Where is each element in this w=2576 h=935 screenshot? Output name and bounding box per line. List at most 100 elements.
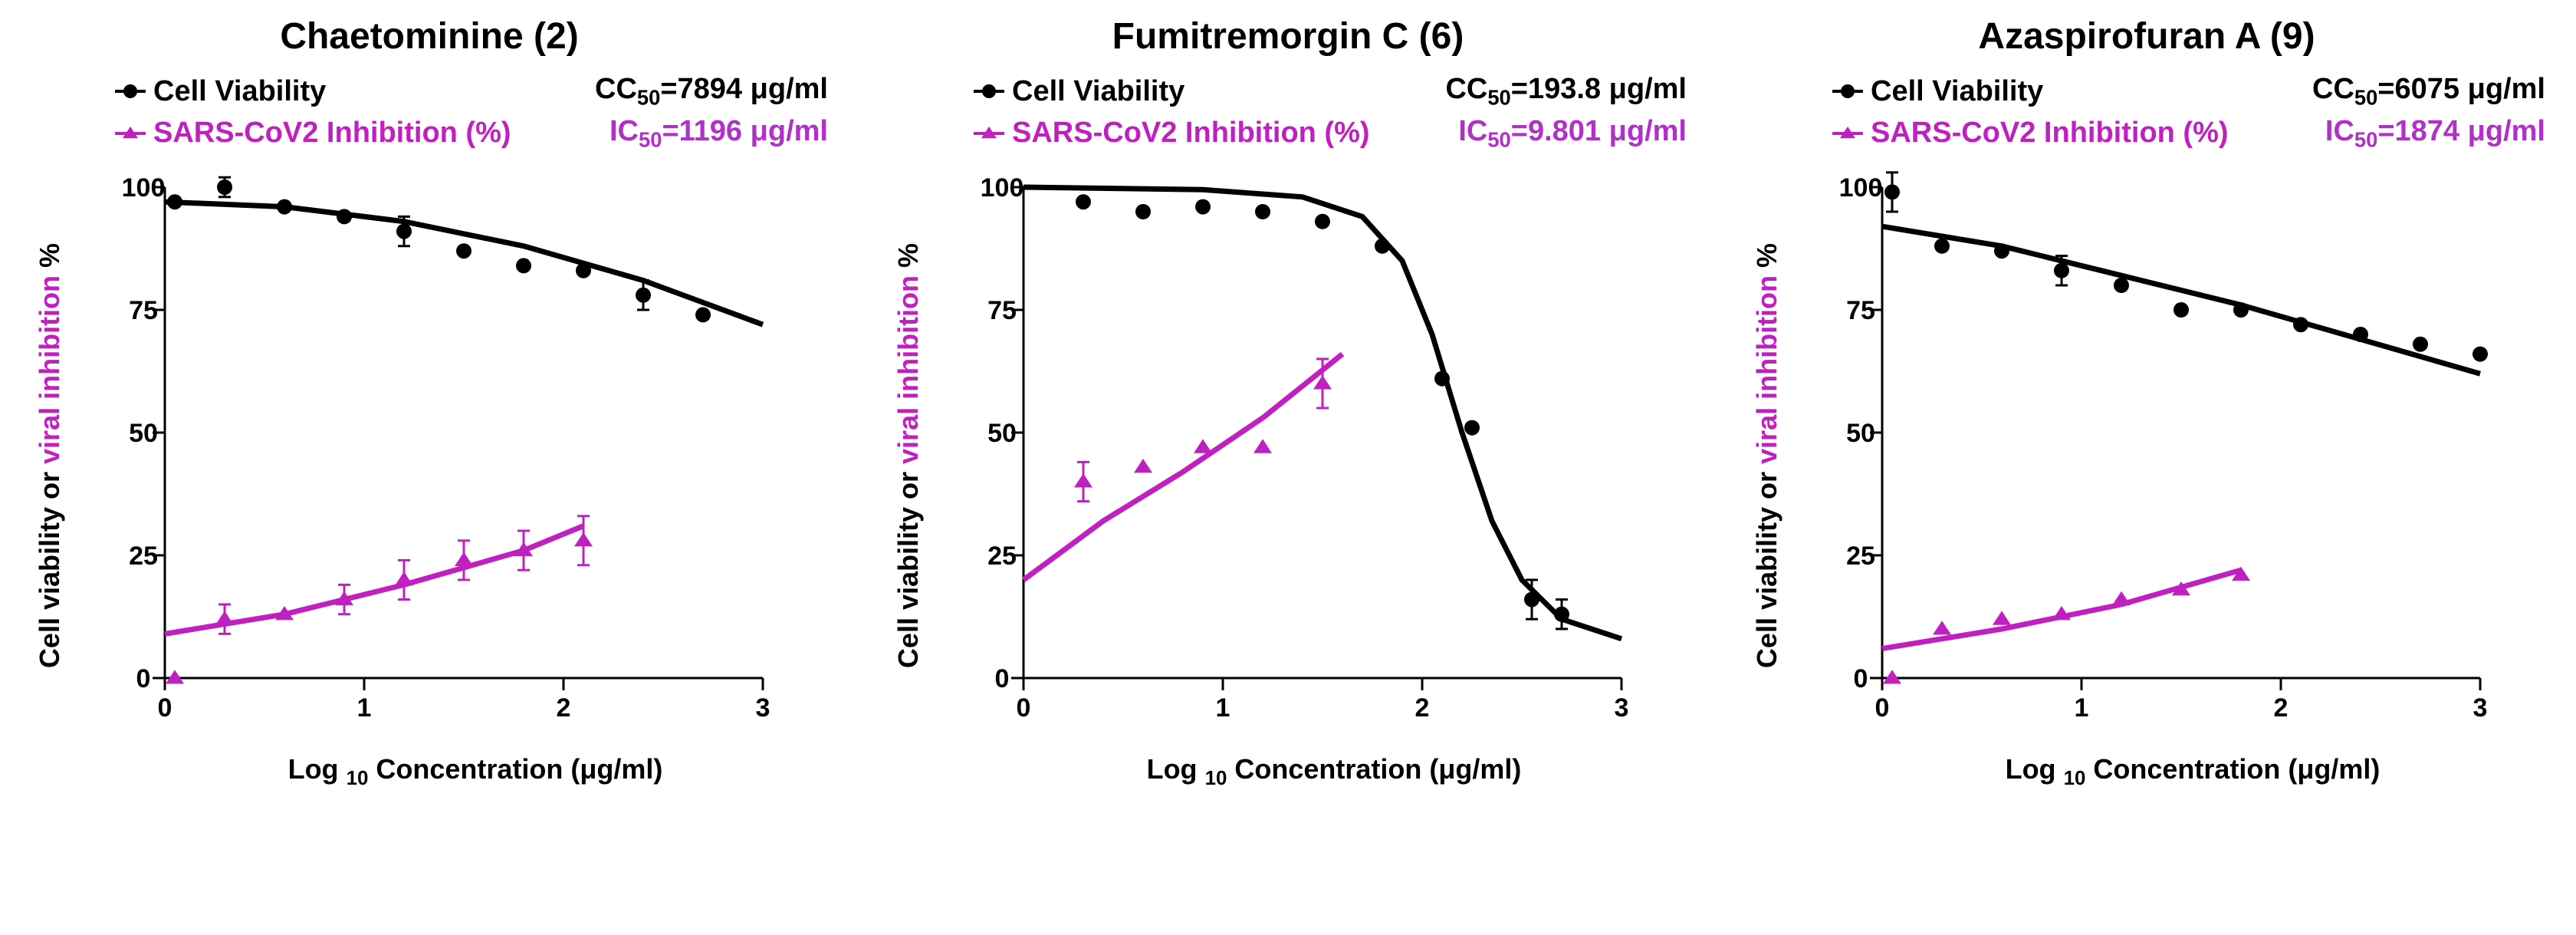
- legend-row-inhibition: SARS-CoV2 Inhibition (%) IC50=1874 μg/ml: [1832, 115, 2545, 153]
- legend-block: Cell Viability CC50=193.8 μg/ml SARS-CoV2 …: [889, 73, 1687, 156]
- svg-text:0: 0: [158, 693, 172, 723]
- y-axis-label: Cell viability or viral inhibition %: [1751, 243, 1783, 668]
- svg-text:25: 25: [987, 542, 1017, 571]
- legend-row-inhibition: SARS-CoV2 Inhibition (%) IC50=1196 μg/ml: [115, 115, 828, 153]
- x-label-sub: 10: [347, 768, 369, 789]
- ic50-value: =1874 μg/ml: [2377, 115, 2545, 147]
- x-label-suffix: Concentration (μg/ml): [368, 753, 662, 785]
- y-label-highlight: viral inhibition: [34, 275, 65, 464]
- cc50-prefix: CC: [1445, 73, 1487, 105]
- legend-block: Cell ViabilityCC50=7894 μg/mlSARS-CoV2 I…: [31, 73, 828, 156]
- svg-text:50: 50: [129, 419, 158, 448]
- svg-text:25: 25: [129, 542, 158, 571]
- legend-left-viability: Cell Viability: [1832, 75, 2043, 108]
- ic50-label: IC50=9.801 μg/ml: [1458, 115, 1687, 153]
- cc50-value: =6075 μg/ml: [2377, 73, 2545, 105]
- y-label-highlight: viral inhibition: [1751, 275, 1783, 464]
- svg-text:2: 2: [557, 693, 571, 723]
- cc50-label: CC50=193.8 μg/ml: [1445, 73, 1687, 110]
- cc50-prefix: CC: [2312, 73, 2354, 105]
- ic50-label: IC50=1196 μg/ml: [610, 115, 828, 153]
- triangle-marker-icon: [1832, 124, 1863, 143]
- triangle-marker-icon: [115, 124, 146, 143]
- x-axis-label: Log 10 Concentration (μg/ml): [196, 753, 663, 790]
- svg-text:3: 3: [756, 693, 770, 723]
- y-label-suffix: %: [34, 243, 65, 275]
- y-label-prefix: Cell viability or: [34, 464, 65, 668]
- panel-2: Azaspirofuran A (9)Cell ViabilityCC50=60…: [1748, 15, 2545, 790]
- cc50-prefix: CC: [595, 73, 637, 105]
- chart-svg: 01230255075100: [1790, 164, 2503, 747]
- legend-left-viability: Cell Viability: [974, 75, 1184, 108]
- chart-wrap: Cell viability or viral inhibition %0123…: [1790, 164, 2503, 747]
- svg-text:100: 100: [122, 173, 166, 202]
- panels-row: Chaetominine (2)Cell ViabilityCC50=7894 …: [31, 15, 2545, 790]
- svg-text:0: 0: [136, 664, 151, 693]
- chart-wrap: Cell viability or viral inhibition %0123…: [932, 164, 1644, 747]
- ic50-label: IC50=1874 μg/ml: [2325, 115, 2545, 153]
- chart-svg: 01230255075100: [932, 164, 1644, 747]
- chart-svg: 0 1 2 3 0 25 50 75 100: [73, 164, 786, 747]
- x-axis-label: Log 10 Concentration (μg/ml): [1914, 753, 2380, 790]
- legend-label-viability: Cell Viability: [1871, 75, 2043, 108]
- legend-row-viability: Cell Viability CC50=193.8 μg/ml: [974, 73, 1687, 110]
- x-label-suffix: Concentration (μg/ml): [2085, 753, 2380, 785]
- y-label-highlight: viral inhibition: [892, 275, 924, 464]
- svg-text:1: 1: [2075, 693, 2089, 723]
- x-label-prefix: Log: [288, 753, 339, 785]
- svg-text:2: 2: [2274, 693, 2288, 723]
- svg-text:75: 75: [129, 296, 158, 325]
- y-label-suffix: %: [892, 243, 924, 275]
- cc50-sub: 50: [637, 86, 660, 110]
- panel-0: Chaetominine (2)Cell ViabilityCC50=7894 …: [31, 15, 828, 790]
- svg-text:25: 25: [1846, 542, 1875, 571]
- svg-text:1: 1: [1216, 693, 1230, 723]
- svg-text:50: 50: [1846, 419, 1875, 448]
- legend-left-inhibition: SARS-CoV2 Inhibition (%): [115, 117, 511, 150]
- svg-text:3: 3: [1615, 693, 1629, 723]
- svg-text:0: 0: [1854, 664, 1868, 693]
- ic50-value: =9.801 μg/ml: [1511, 115, 1687, 147]
- y-label-prefix: Cell viability or: [1751, 464, 1783, 668]
- legend-label-viability: Cell Viability: [153, 75, 326, 108]
- circle-marker-icon: [1832, 82, 1863, 100]
- circle-marker-icon: [974, 82, 1004, 100]
- legend-row-viability: Cell Viability CC50=7894 μg/ml: [115, 73, 828, 110]
- panel-title: Fumitremorgin C (6): [1112, 15, 1464, 58]
- x-label-prefix: Log: [1147, 753, 1198, 785]
- triangle-marker-icon: [974, 124, 1004, 143]
- y-label-prefix: Cell viability or: [892, 464, 924, 668]
- cc50-sub: 50: [1487, 86, 1510, 110]
- svg-text:3: 3: [2473, 693, 2488, 723]
- cc50-value: =7894 μg/ml: [660, 73, 828, 105]
- svg-text:1: 1: [357, 693, 372, 723]
- cc50-label: CC50=6075 μg/ml: [2312, 73, 2545, 110]
- legend-row-inhibition: SARS-CoV2 Inhibition (%) IC50=9.801 μg/ml: [974, 115, 1687, 153]
- y-axis-label: Cell viability or viral inhibition %: [892, 243, 925, 668]
- panel-title: Chaetominine (2): [280, 15, 578, 58]
- ic50-prefix: IC: [2325, 115, 2354, 147]
- ic50-value: =1196 μg/ml: [662, 115, 828, 147]
- svg-text:2: 2: [1415, 693, 1430, 723]
- circle-marker-icon: [115, 82, 146, 100]
- cc50-value: =193.8 μg/ml: [1511, 73, 1687, 105]
- panel-1: Fumitremorgin C (6) Cell Viability CC50=19…: [889, 15, 1687, 790]
- cc50-label: CC50=7894 μg/ml: [595, 73, 828, 110]
- ic50-prefix: IC: [1458, 115, 1487, 147]
- legend-label-inhibition: SARS-CoV2 Inhibition (%): [1871, 117, 2229, 150]
- svg-text:100: 100: [981, 173, 1024, 202]
- svg-text:75: 75: [987, 296, 1017, 325]
- legend-label-inhibition: SARS-CoV2 Inhibition (%): [153, 117, 511, 150]
- cc50-sub: 50: [2354, 86, 2377, 110]
- legend-left-viability: Cell Viability: [115, 75, 326, 108]
- x-label-sub: 10: [1205, 768, 1227, 789]
- ic50-sub: 50: [639, 127, 662, 151]
- legend-label-inhibition: SARS-CoV2 Inhibition (%): [1012, 117, 1370, 150]
- legend-label-viability: Cell Viability: [1012, 75, 1184, 108]
- svg-text:0: 0: [1875, 693, 1890, 723]
- svg-text:75: 75: [1846, 296, 1875, 325]
- ic50-sub: 50: [1487, 127, 1510, 151]
- ic50-sub: 50: [2354, 127, 2377, 151]
- legend-row-viability: Cell Viability CC50=6075 μg/ml: [1832, 73, 2545, 110]
- svg-text:0: 0: [995, 664, 1010, 693]
